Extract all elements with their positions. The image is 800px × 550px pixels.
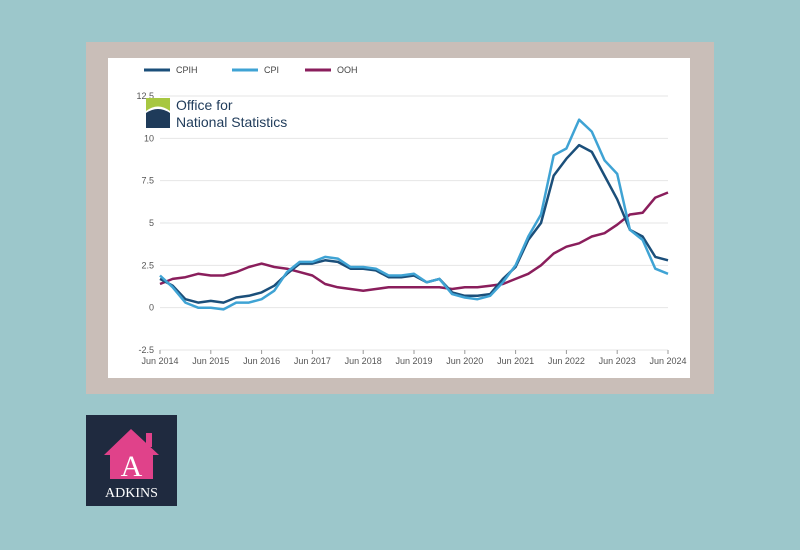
- ons-name-line1: Office for: [176, 97, 233, 113]
- x-tick-label: Jun 2023: [599, 356, 636, 366]
- gridlines: [159, 95, 669, 354]
- x-tick-label: Jun 2020: [446, 356, 483, 366]
- x-tick-label: Jun 2022: [548, 356, 585, 366]
- x-tick-label: Jun 2021: [497, 356, 534, 366]
- chart-legend: CPIH CPI OOH: [144, 65, 358, 75]
- x-tick-label: Jun 2014: [141, 356, 178, 366]
- ons-name-line2: National Statistics: [176, 114, 287, 130]
- adkins-logo: A ADKINS: [86, 415, 177, 506]
- y-tick-label: 10: [144, 133, 154, 143]
- image-frame: 12.5 10 7.5 5 2.5 0 -2.5 Jun 2014 Jun 2015 Jun 20…: [86, 42, 714, 394]
- legend-label-cpi: CPI: [264, 65, 279, 75]
- series-line-ooh: [159, 191, 669, 292]
- series-line-cpi: [159, 118, 669, 311]
- y-tick-label: -2.5: [138, 345, 154, 355]
- x-tick-label: Jun 2018: [345, 356, 382, 366]
- x-tick-label: Jun 2019: [395, 356, 432, 366]
- ons-logo: Office for National Statistics: [146, 97, 287, 130]
- adkins-wordmark: ADKINS: [105, 486, 158, 501]
- y-tick-label: 2.5: [141, 260, 154, 270]
- series-lines: [159, 118, 669, 311]
- legend-label-cpih: CPIH: [176, 65, 198, 75]
- adkins-initial: A: [121, 450, 143, 483]
- chart-panel: 12.5 10 7.5 5 2.5 0 -2.5 Jun 2014 Jun 2015 Jun 20…: [108, 58, 690, 378]
- y-tick-label: 7.5: [141, 176, 154, 186]
- series-line-cpih: [159, 143, 669, 304]
- x-tick-label: Jun 2024: [649, 356, 686, 366]
- y-tick-label: 5: [149, 218, 154, 228]
- ons-emblem-icon: [146, 98, 170, 128]
- x-tick-label: Jun 2015: [192, 356, 229, 366]
- adkins-house-icon: A ADKINS: [104, 429, 159, 501]
- legend-label-ooh: OOH: [337, 65, 358, 75]
- x-tick-label: Jun 2017: [294, 356, 331, 366]
- x-tick-label: Jun 2016: [243, 356, 280, 366]
- y-tick-label: 0: [149, 303, 154, 313]
- y-tick-label: 12.5: [136, 91, 154, 101]
